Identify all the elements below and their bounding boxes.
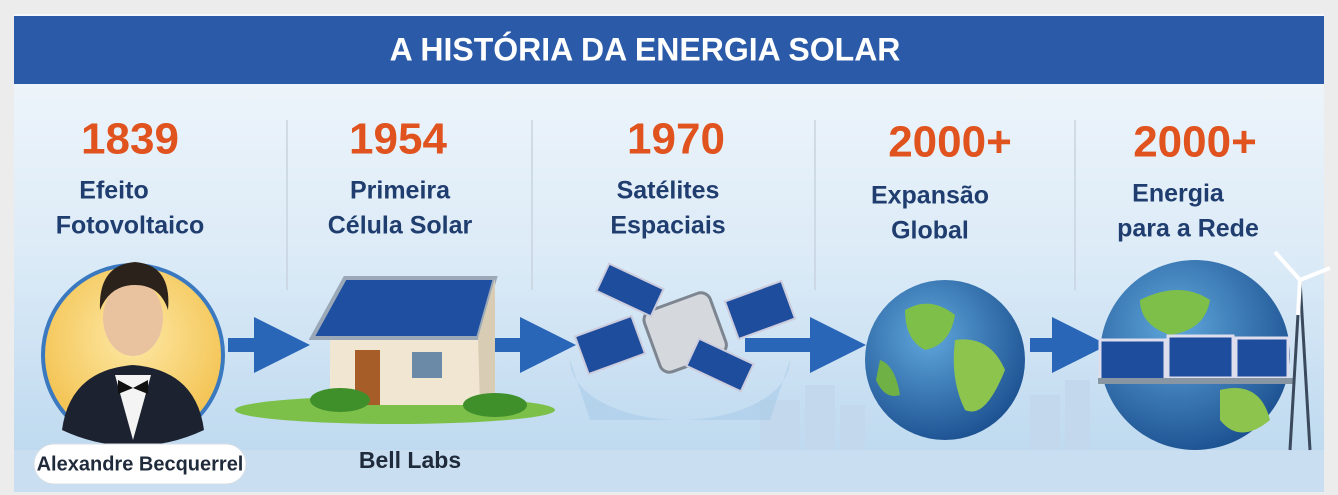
label-line: Fotovoltaico — [56, 212, 205, 240]
title: A HISTÓRIA DA ENERGIA SOLAR — [390, 31, 901, 67]
label-line: para a Rede — [1117, 215, 1259, 243]
globe — [865, 280, 1025, 440]
year: 2000+ — [888, 118, 1012, 167]
label-line: Espaciais — [610, 212, 725, 240]
label-line: Efeito — [79, 177, 148, 205]
year: 1970 — [627, 115, 725, 164]
label-line: Global — [891, 217, 969, 245]
year: 1954 — [349, 115, 447, 164]
year: 2000+ — [1133, 118, 1257, 167]
label-line: Primeira — [350, 177, 451, 205]
label-line: Célula Solar — [328, 212, 473, 240]
year: 1839 — [81, 115, 179, 164]
portrait — [43, 262, 223, 446]
label-line: Energia — [1132, 180, 1225, 208]
caption: Alexandre Becquerrel — [37, 453, 244, 475]
infographic: A HISTÓRIA DA ENERGIA SOLAR — [0, 0, 1338, 495]
caption: Bell Labs — [359, 447, 461, 473]
label-line: Expansão — [871, 182, 989, 210]
page: A HISTÓRIA DA ENERGIA SOLAR — [0, 0, 1338, 495]
label-line: Satélites — [617, 177, 720, 205]
